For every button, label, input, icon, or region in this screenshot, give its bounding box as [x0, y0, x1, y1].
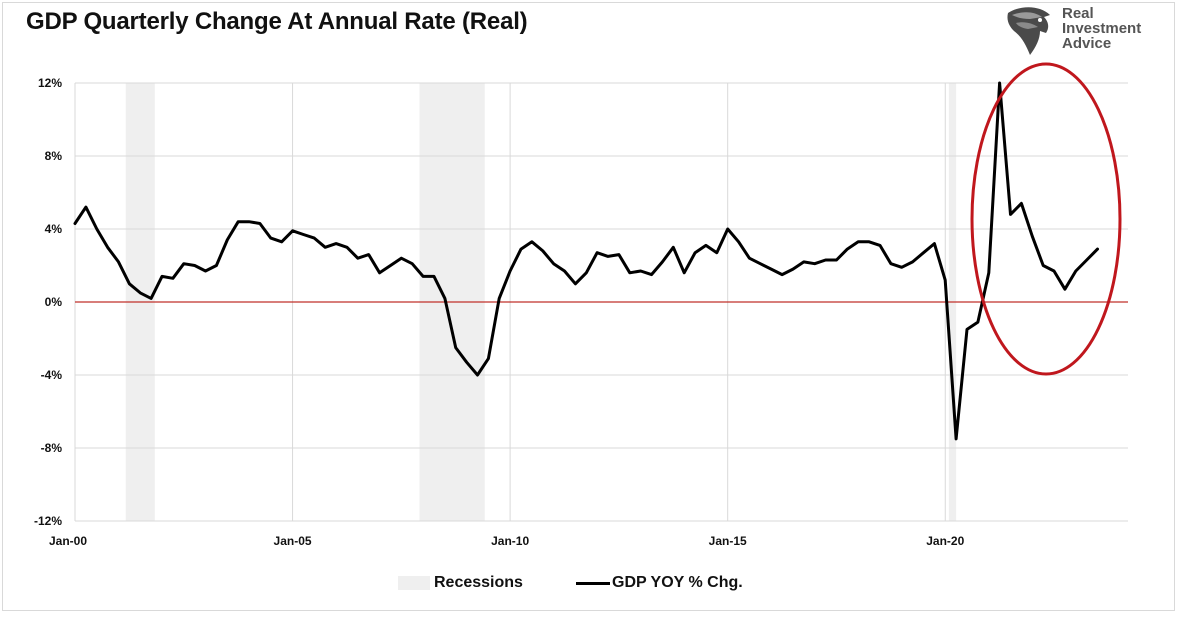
y-tick-label: -4%: [41, 368, 63, 382]
gdp-series: [73, 81, 1099, 441]
y-tick-label: 12%: [38, 76, 62, 90]
annotation-layer: [970, 62, 1122, 376]
gdp-line-swatch: [576, 581, 610, 585]
chart-legend: Recessions GDP YOY % Chg.: [0, 570, 1183, 596]
x-tick-label: Jan-10: [491, 534, 529, 548]
logo-line-3: Advice: [1062, 35, 1112, 52]
legend-item-gdp: GDP YOY % Chg.: [576, 570, 743, 596]
x-tick-label: Jan-15: [709, 534, 747, 548]
x-tick-label: Jan-00: [49, 534, 87, 548]
legend-label-gdp: GDP YOY % Chg.: [612, 574, 743, 591]
real-investment-advice-logo: Real Investment Advice: [1000, 3, 1160, 61]
y-tick-label: -12%: [34, 514, 62, 528]
logo-line-1: Real: [1062, 5, 1094, 22]
logo-text: Real Investment Advice: [1062, 6, 1141, 51]
y-tick-label: 8%: [45, 149, 63, 163]
y-tick-label: 0%: [45, 295, 63, 309]
recession-swatch: [398, 576, 430, 590]
y-tick-label: -8%: [41, 441, 63, 455]
x-axis-tick-labels: Jan-00 Jan-05 Jan-10 Jan-15 Jan-20: [49, 534, 965, 548]
legend-item-recessions: Recessions: [398, 570, 523, 596]
x-tick-label: Jan-20: [926, 534, 964, 548]
eagle-head-icon: [1007, 7, 1050, 56]
chart-frame: [2, 2, 1175, 611]
y-tick-label: 4%: [45, 222, 63, 236]
gdp-series-line: [73, 81, 1099, 441]
chart-title: GDP Quarterly Change At Annual Rate (Rea…: [26, 8, 528, 35]
logo-line-2: Investment: [1062, 20, 1142, 37]
annotation-ellipse: [970, 62, 1122, 376]
legend-label-recessions: Recessions: [434, 574, 523, 591]
x-tick-label: Jan-05: [274, 534, 312, 548]
y-axis-tick-labels: 12% 8% 4% 0% -4% -8% -12%: [34, 76, 62, 528]
